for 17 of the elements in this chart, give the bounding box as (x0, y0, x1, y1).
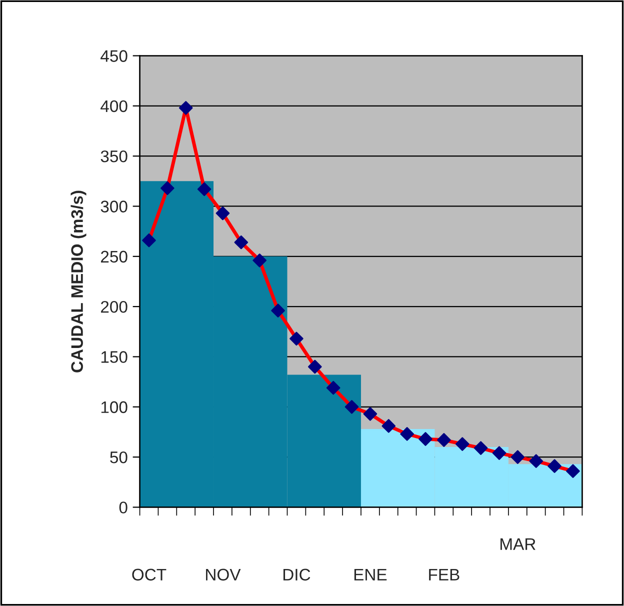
y-tick-label: 350 (100, 150, 128, 162)
x-tick-label: FEB (429, 568, 460, 580)
y-tick-label: 200 (101, 300, 128, 313)
y-tick-label: 0 (119, 502, 128, 514)
x-tick-label: NOV (206, 568, 241, 581)
x-tick-label: OCT (132, 568, 166, 581)
x-tick-label: MAR (500, 538, 536, 550)
y-tick-label: 250 (101, 250, 128, 263)
y-tick-label: 300 (100, 200, 128, 212)
y-tick-label: 150 (101, 351, 128, 363)
y-tick-label: 450 (100, 50, 128, 62)
x-tick-label: ENE (354, 568, 387, 580)
y-axis-title: CAUDAL MEDIO (m3/s) (70, 190, 86, 372)
y-tick-label: 50 (110, 451, 128, 464)
y-tick-label: 100 (101, 401, 128, 414)
y-tick-label: 400 (100, 100, 128, 112)
x-tick-label: DIC (283, 568, 310, 581)
